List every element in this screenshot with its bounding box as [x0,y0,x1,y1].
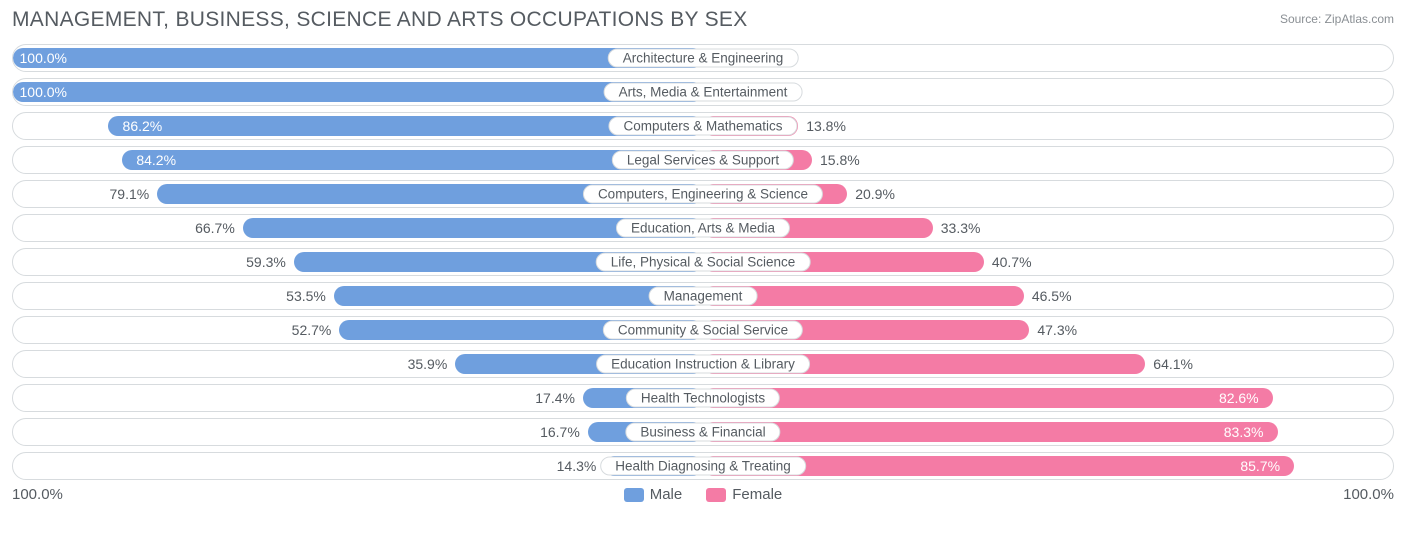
female-half: 85.7% [703,453,1393,479]
category-label: Legal Services & Support [612,151,794,170]
swatch-female [706,488,726,502]
female-half: 0.0% [703,45,1393,71]
female-half: 47.3% [703,317,1393,343]
chart-body: 100.0%0.0%Architecture & Engineering100.… [12,44,1394,480]
male-half: 16.7% [13,419,703,445]
male-value: 84.2% [136,152,176,168]
bar-row: 86.2% 13.8% Computers & Mathematics [12,112,1394,140]
female-bar [703,422,1278,442]
bar-row: 84.2% 15.8% Legal Services & Support [12,146,1394,174]
female-half: 83.3% [703,419,1393,445]
source-attribution: Source: ZipAtlas.com [1280,8,1394,26]
category-label: Education Instruction & Library [596,355,810,374]
male-half: 86.2% [13,113,703,139]
male-half: 66.7% [13,215,703,241]
male-half: 100.0% [13,79,703,105]
female-half: 33.3% [703,215,1393,241]
bar-row: 17.4% 82.6% Health Technologists [12,384,1394,412]
legend-male: Male [624,486,683,503]
legend-female-label: Female [732,486,782,503]
female-value: 20.9% [855,186,895,202]
category-label: Arts, Media & Entertainment [604,83,803,102]
male-value: 17.4% [535,390,575,406]
category-label: Computers, Engineering & Science [583,185,823,204]
chart-title: MANAGEMENT, BUSINESS, SCIENCE AND ARTS O… [12,8,748,32]
female-value: 15.8% [820,152,860,168]
chart-footer: 100.0% Male Female 100.0% [12,486,1394,503]
axis-left-max: 100.0% [12,486,63,503]
male-value: 79.1% [110,186,150,202]
female-bar [703,388,1273,408]
bar-row: 100.0% 0.0%Architecture & Engineering [12,44,1394,72]
female-value: 33.3% [941,220,981,236]
axis-right-max: 100.0% [1343,486,1394,503]
header: MANAGEMENT, BUSINESS, SCIENCE AND ARTS O… [12,8,1394,32]
bar-row: 14.3% 85.7% Health Diagnosing & Treating [12,452,1394,480]
legend-female: Female [706,486,782,503]
male-value: 53.5% [286,288,326,304]
bar-row: 16.7% 83.3% Business & Financial [12,418,1394,446]
chart-container: MANAGEMENT, BUSINESS, SCIENCE AND ARTS O… [0,0,1406,559]
category-label: Architecture & Engineering [608,49,799,68]
female-value: 47.3% [1037,322,1077,338]
female-half: 82.6% [703,385,1393,411]
swatch-male [624,488,644,502]
category-label: Business & Financial [625,423,780,442]
male-half: 84.2% [13,147,703,173]
male-half: 53.5% [13,283,703,309]
female-half: 15.8% [703,147,1393,173]
bar-row: 79.1% 20.9% Computers, Engineering & Scien… [12,180,1394,208]
male-value: 59.3% [246,254,286,270]
bar-row: 66.7% 33.3% Education, Arts & Media [12,214,1394,242]
legend-male-label: Male [650,486,683,503]
female-half: 13.8% [703,113,1393,139]
male-half: 52.7% [13,317,703,343]
male-half: 100.0% [13,45,703,71]
female-value: 40.7% [992,254,1032,270]
category-label: Health Technologists [626,389,780,408]
legend: Male Female [624,486,783,503]
female-value: 13.8% [806,118,846,134]
category-label: Community & Social Service [603,321,803,340]
male-value: 100.0% [20,50,67,66]
male-value: 14.3% [557,458,597,474]
bar-row: 52.7% 47.3% Community & Social Service [12,316,1394,344]
female-half: 46.5% [703,283,1393,309]
male-value: 35.9% [408,356,448,372]
female-value: 46.5% [1032,288,1072,304]
male-value: 100.0% [20,84,67,100]
bar-row: 100.0% 0.0%Arts, Media & Entertainment [12,78,1394,106]
category-label: Computers & Mathematics [608,117,797,136]
category-label: Management [649,287,758,306]
male-bar [13,48,703,68]
male-value: 66.7% [195,220,235,236]
bar-row: 35.9% 64.1% Education Instruction & Librar… [12,350,1394,378]
bar-row: 53.5% 46.5% Management [12,282,1394,310]
bar-row: 59.3% 40.7% Life, Physical & Social Scienc… [12,248,1394,276]
male-value: 86.2% [123,118,163,134]
male-bar [13,82,703,102]
male-value: 52.7% [292,322,332,338]
male-value: 16.7% [540,424,580,440]
category-label: Health Diagnosing & Treating [600,457,806,476]
female-value: 82.6% [1219,390,1259,406]
category-label: Life, Physical & Social Science [596,253,811,272]
female-value: 83.3% [1224,424,1264,440]
female-value: 85.7% [1240,458,1280,474]
male-half: 17.4% [13,385,703,411]
category-label: Education, Arts & Media [616,219,790,238]
female-value: 64.1% [1153,356,1193,372]
female-half: 0.0% [703,79,1393,105]
